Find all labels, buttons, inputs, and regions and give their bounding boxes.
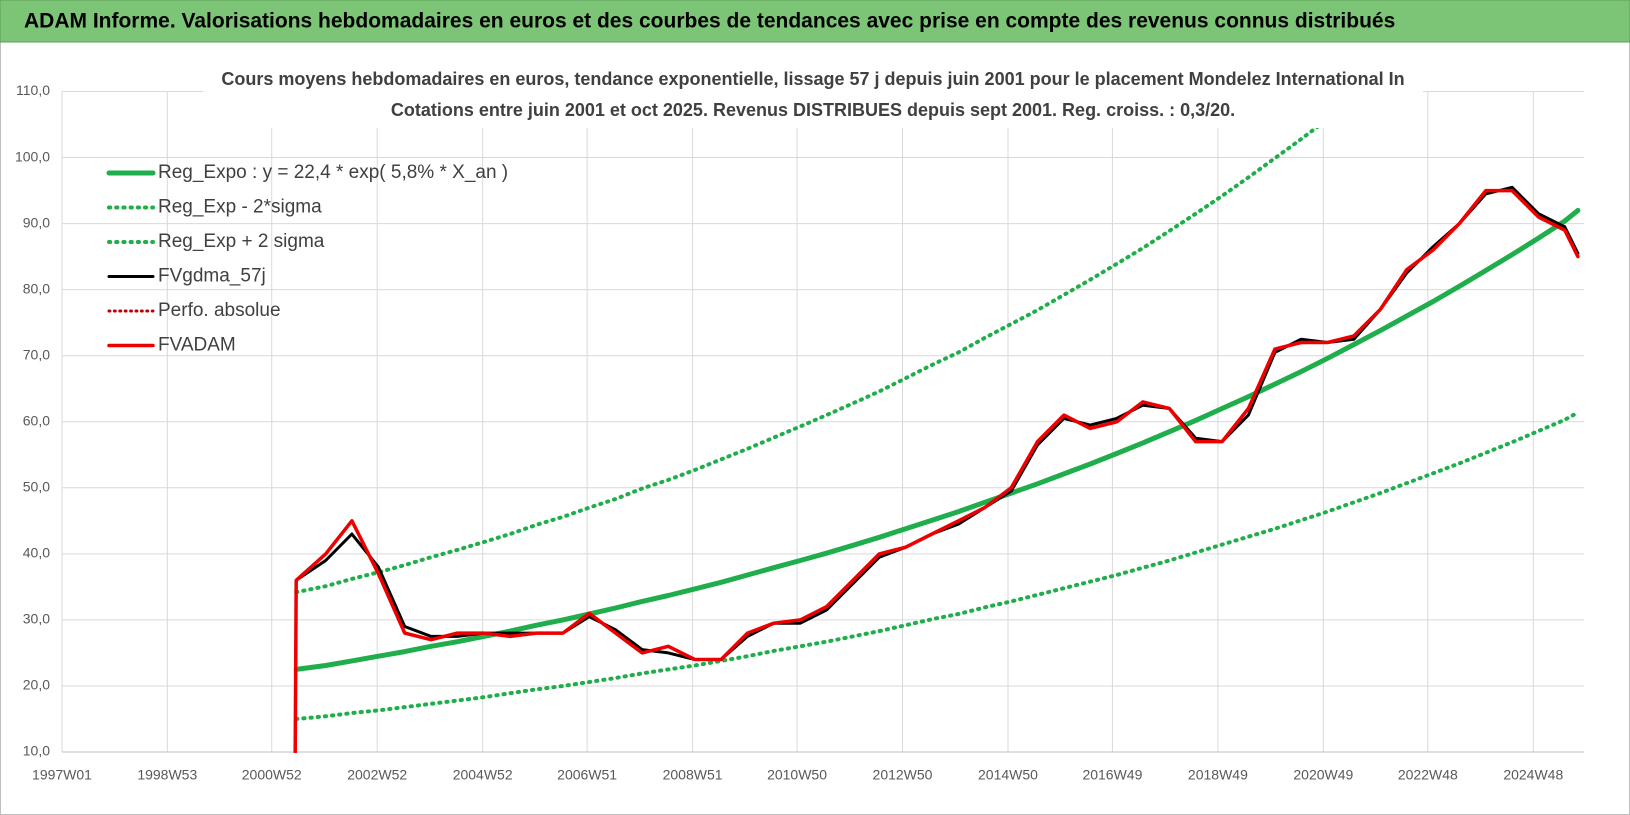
x-tick-label: 2024W48 xyxy=(1503,767,1563,783)
legend-label: Reg_Exp + 2 sigma xyxy=(158,231,325,252)
legend-label: Reg_Expo : y = 22,4 * exp( 5,8% * X_an ) xyxy=(158,162,508,183)
series-layer xyxy=(293,91,1581,753)
y-tick-label: 70,0 xyxy=(23,346,50,362)
chart-title: Cours moyens hebdomadaires en euros, ten… xyxy=(221,69,1404,89)
x-tick-label: 2022W48 xyxy=(1398,767,1458,783)
y-tick-label: 40,0 xyxy=(23,545,50,561)
legend-label: FVADAM xyxy=(158,335,236,356)
header-title: ADAM Informe. Valorisations hebdomadaire… xyxy=(24,10,1395,33)
header-bar xyxy=(0,0,1630,43)
y-tick-label: 80,0 xyxy=(23,280,50,296)
y-tick-label: 90,0 xyxy=(23,214,50,230)
y-tick-label: 30,0 xyxy=(23,611,50,627)
legend-label: Reg_Exp - 2*sigma xyxy=(158,197,322,218)
y-tick-label: 20,0 xyxy=(23,677,50,693)
x-tick-label: 2012W50 xyxy=(873,767,933,783)
x-tick-label: 2008W51 xyxy=(663,767,723,783)
legend-label: FVgdma_57j xyxy=(158,266,266,287)
chart-subtitle: Cotations entre juin 2001 et oct 2025. R… xyxy=(391,100,1235,120)
x-tick-label: 2002W52 xyxy=(347,767,407,783)
y-tick-label: 110,0 xyxy=(16,82,50,98)
x-tick-label: 2016W49 xyxy=(1082,767,1142,783)
x-tick-label: 2004W52 xyxy=(453,767,513,783)
x-tick-label: 2020W49 xyxy=(1293,767,1353,783)
series-line xyxy=(294,91,1366,595)
x-tick-label: 2014W50 xyxy=(978,767,1038,783)
x-tick-label: 2006W51 xyxy=(557,767,617,783)
title-box xyxy=(203,62,1423,128)
legend-label: Perfo. absolue xyxy=(158,300,281,321)
series-line xyxy=(294,410,1580,721)
y-tick-label: 100,0 xyxy=(15,148,50,164)
y-tick-label: 50,0 xyxy=(23,479,50,495)
x-tick-label: 2010W50 xyxy=(767,767,827,783)
x-tick-label: 2000W52 xyxy=(242,767,302,783)
y-tick-label: 60,0 xyxy=(23,412,50,428)
legend: Reg_Expo : y = 22,4 * exp( 5,8% * X_an )… xyxy=(106,162,508,356)
x-tick-label: 1997W01 xyxy=(32,767,92,783)
x-tick-label: 1998W53 xyxy=(137,767,197,783)
series-line xyxy=(293,188,1580,753)
series-line xyxy=(293,207,1581,672)
y-tick-label: 10,0 xyxy=(23,743,50,759)
x-tick-label: 2018W49 xyxy=(1188,767,1248,783)
